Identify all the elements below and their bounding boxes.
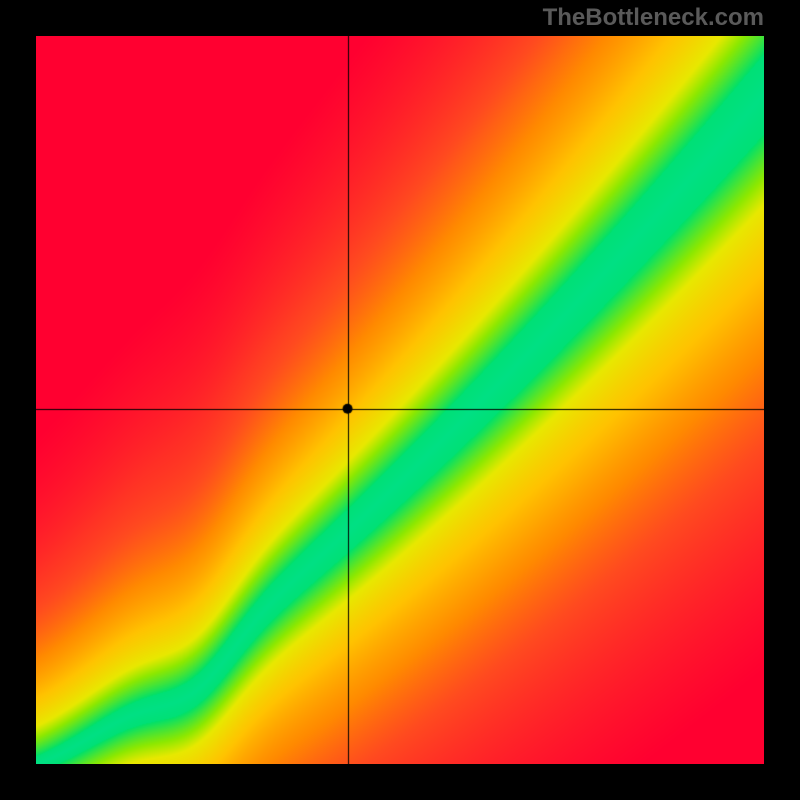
watermark-text: TheBottleneck.com — [543, 4, 764, 32]
chart-container: { "watermark": { "text": "TheBottleneck.… — [0, 0, 800, 800]
bottleneck-heatmap — [36, 36, 764, 764]
